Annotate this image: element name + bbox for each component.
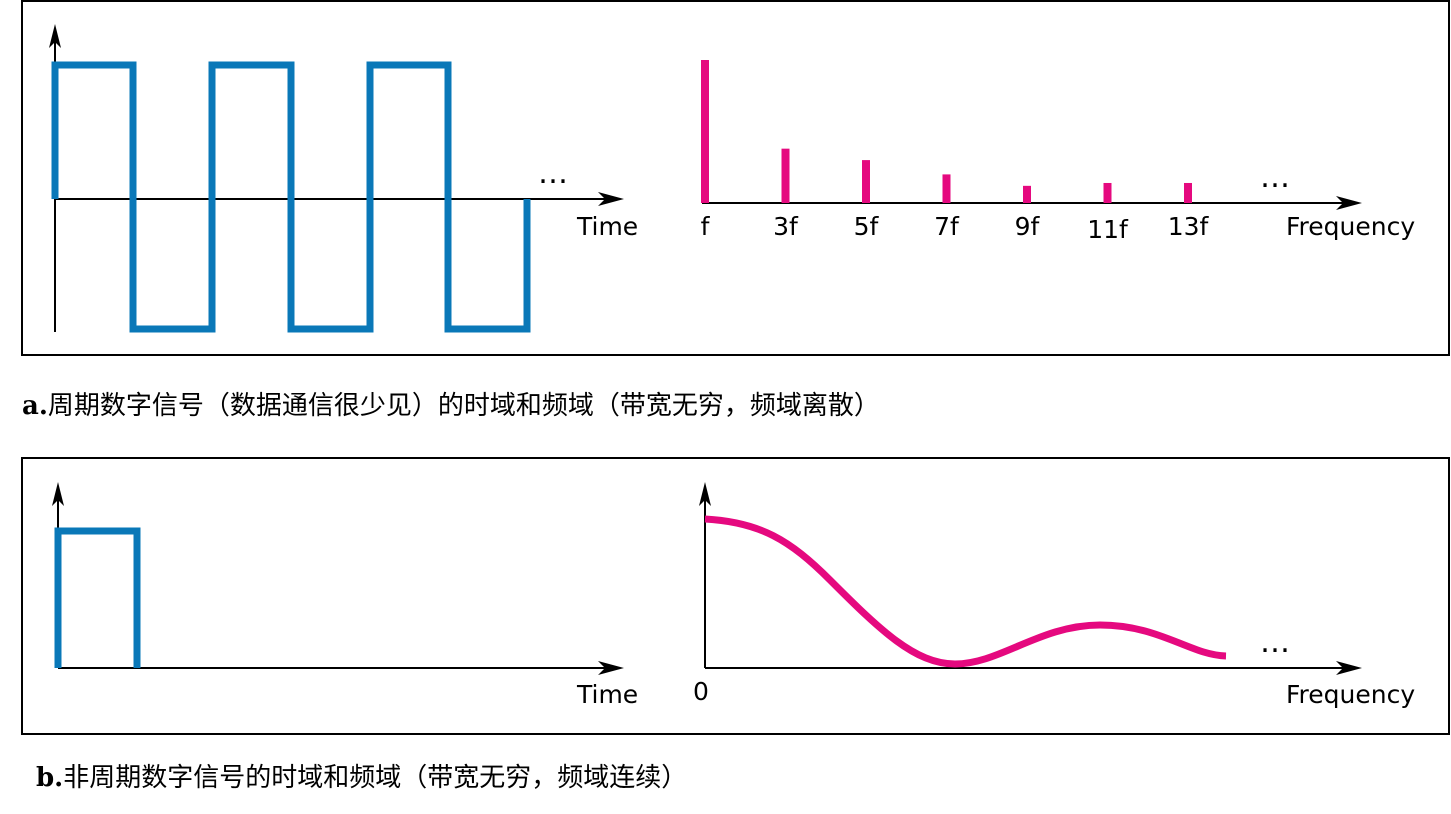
panel-a-freq-label: Frequency: [1286, 212, 1415, 241]
panel-b-time-yaxis-arrow: [52, 482, 64, 506]
panel-b-zero-label: 0: [693, 677, 709, 706]
panel-a-time-xaxis-arrow: [598, 192, 624, 206]
panel-b-freq-axes: [704, 496, 1345, 669]
harmonic-label-13f: 13f: [1168, 212, 1210, 241]
caption-a-letter: a.: [22, 391, 48, 421]
panel-b-single-pulse: [54, 527, 141, 668]
panel-a-ellipsis-time: …: [538, 156, 570, 191]
panel-a-square-wave: [51, 61, 531, 333]
caption-b-text: 非周期数字信号的时域和频域（带宽无穷，频域连续）: [63, 763, 688, 793]
harmonic-bar-11f: [1103, 182, 1112, 203]
panel-a-ellipsis-freq: …: [1260, 160, 1292, 195]
harmonic-bar-f: [701, 60, 709, 203]
harmonic-label-7f: 7f: [934, 212, 960, 241]
harmonic-bar-9f: [1023, 185, 1031, 203]
panel-b-ellipsis: …: [1260, 625, 1292, 660]
harmonic-label-5f: 5f: [854, 212, 880, 241]
panel-a-time-yaxis-arrow: [49, 24, 61, 48]
harmonic-label-f: f: [701, 212, 711, 241]
panel-a-time-label: Time: [576, 212, 638, 241]
panel-b-time-xaxis-arrow: [598, 661, 624, 675]
caption-a: a.周期数字信号（数据通信很少见）的时域和频域（带宽无穷，频域离散）: [22, 385, 880, 422]
harmonic-bar-13f: [1184, 182, 1192, 203]
harmonic-label-11f: 11f: [1087, 215, 1129, 244]
panel-b-continuous-spectrum: [704, 515, 1227, 668]
harmonic-bar-3f: [781, 148, 790, 203]
caption-a-text: 周期数字信号（数据通信很少见）的时域和频域（带宽无穷，频域离散）: [47, 391, 880, 421]
harmonic-bar-7f: [942, 174, 951, 203]
caption-b-letter: b.: [36, 763, 64, 793]
panel-b-freq-xaxis-arrow: [1336, 661, 1362, 675]
panel-b-frame: [21, 457, 1450, 735]
harmonic-bar-5f: [862, 160, 870, 203]
panel-a-frame: [21, 0, 1450, 356]
harmonic-label-3f: 3f: [773, 212, 799, 241]
panel-b-freq-yaxis-arrow: [699, 482, 711, 506]
harmonic-label-9f: 9f: [1015, 212, 1041, 241]
panel-b-time-label: Time: [576, 680, 638, 709]
panel-a-freq-axis-arrow: [1336, 196, 1362, 210]
caption-b: b.非周期数字信号的时域和频域（带宽无穷，频域连续）: [36, 757, 687, 794]
panel-b-freq-label: Frequency: [1286, 680, 1415, 709]
